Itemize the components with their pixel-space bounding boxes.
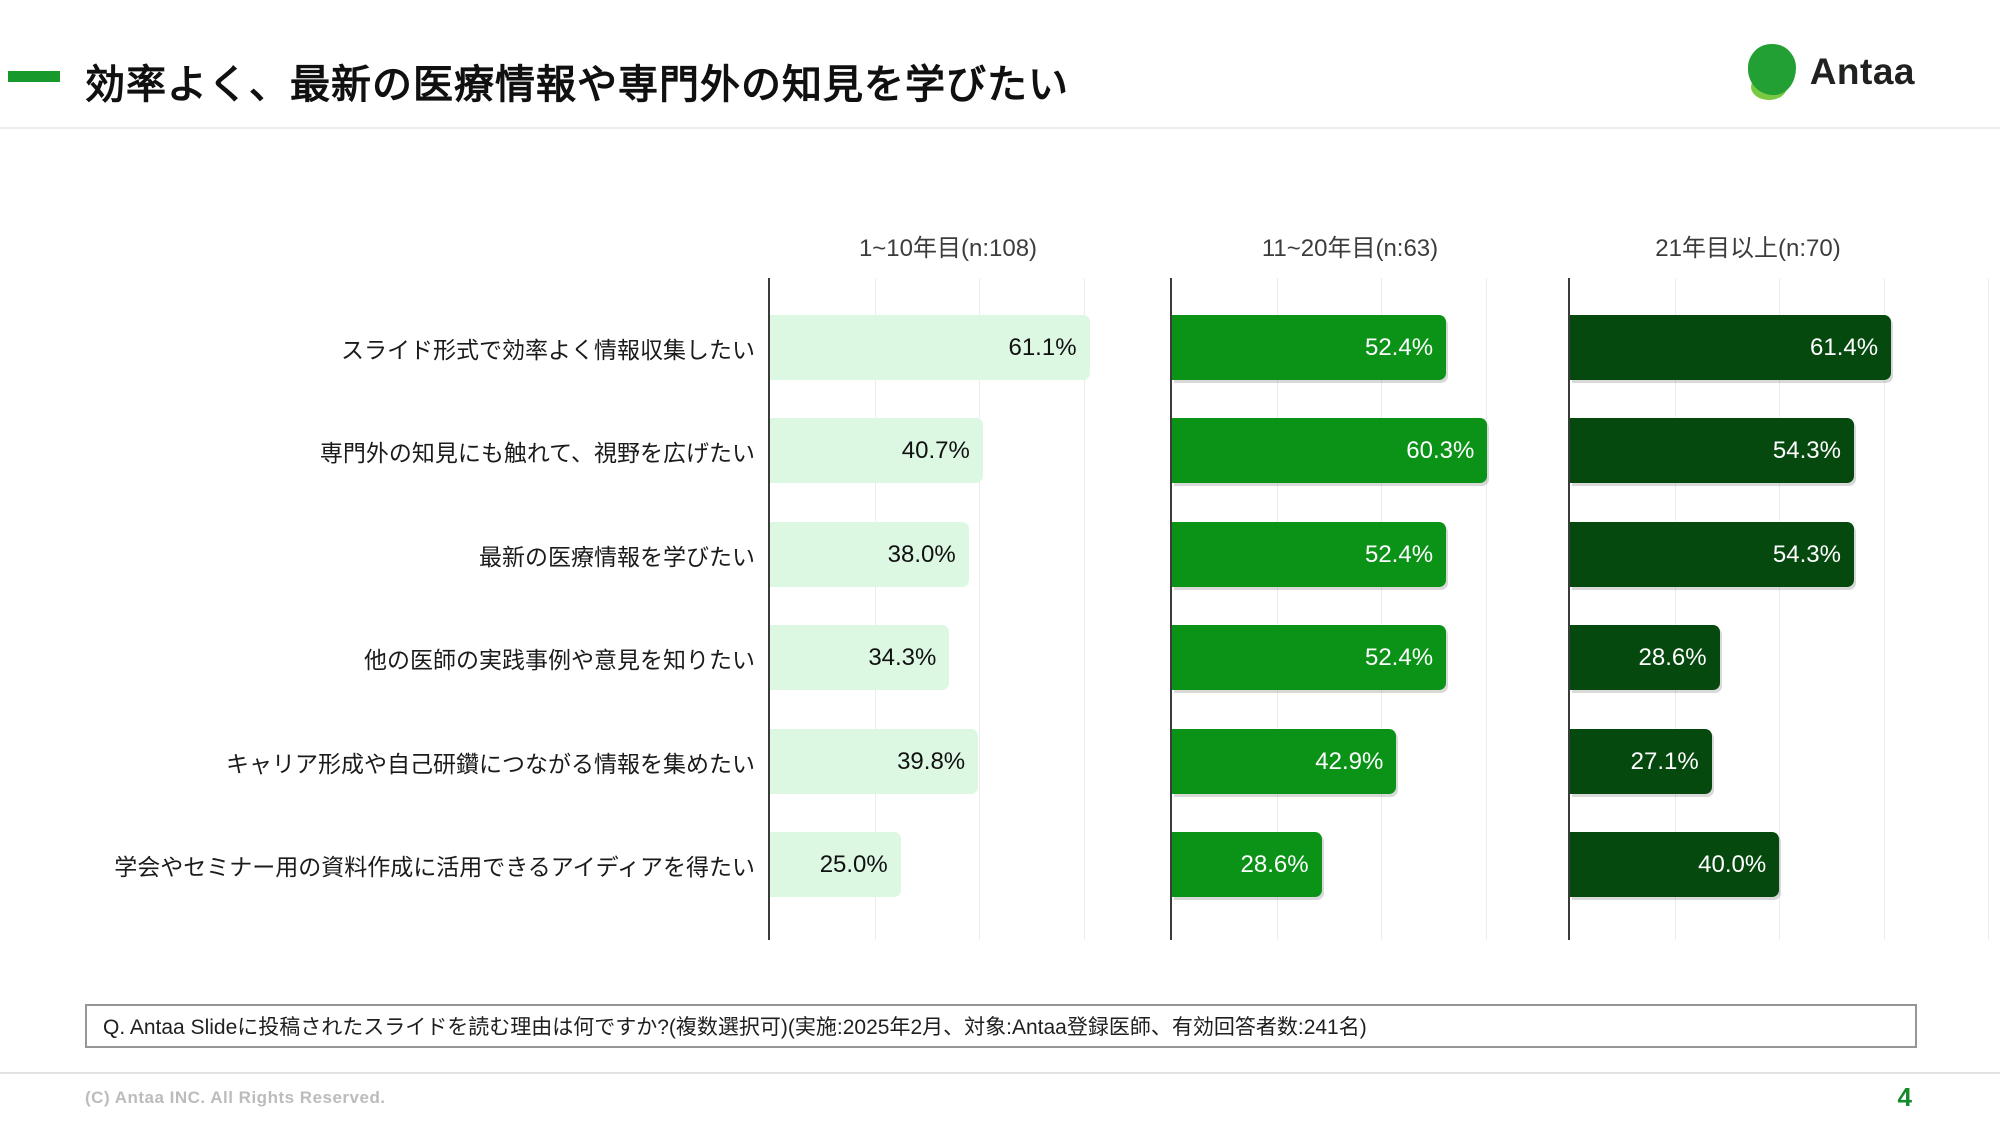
bar-value-label: 52.4% bbox=[1364, 333, 1434, 361]
bar-value-label: 54.3% bbox=[1772, 436, 1841, 464]
antaa-logo-text: Antaa bbox=[1809, 51, 1915, 92]
header-divider bbox=[0, 127, 2000, 129]
column-header-group2: 11~20年目(n:63) bbox=[1261, 235, 1439, 262]
gridline bbox=[1779, 278, 1781, 940]
bar-value-label: 60.3% bbox=[1406, 436, 1475, 464]
gridline bbox=[979, 278, 981, 940]
bar: 61.4% bbox=[1570, 315, 1892, 380]
chart-pane-group1: 61.1% 40.7% 38.0% 34.3% 39.8% 25.0% bbox=[768, 278, 1170, 940]
antaa-logo-icon bbox=[1747, 44, 1798, 100]
gridline bbox=[1381, 278, 1383, 940]
bar: 52.4% bbox=[1172, 625, 1447, 690]
bar-value-label: 42.9% bbox=[1315, 747, 1384, 775]
bar-value-label: 28.6% bbox=[1638, 643, 1707, 671]
gridline bbox=[1674, 278, 1676, 940]
gridline bbox=[1485, 278, 1487, 940]
bar: 38.0% bbox=[770, 522, 969, 587]
page-title: 効率よく、最新の医療情報や専門外の知見を学びたい bbox=[85, 63, 1069, 107]
slide-header: 効率よく、最新の医療情報や専門外の知見を学びたい Antaa bbox=[0, 0, 2000, 127]
category-label: 他の医師の実践事例や意見を知りたい bbox=[364, 646, 755, 673]
bar: 25.0% bbox=[770, 832, 901, 897]
bar-value-label: 27.1% bbox=[1630, 747, 1699, 775]
bar-value-label: 25.0% bbox=[819, 850, 888, 878]
bar-value-label: 34.3% bbox=[868, 643, 937, 671]
bar-value-label: 40.7% bbox=[901, 436, 970, 464]
bar: 28.6% bbox=[1570, 625, 1720, 690]
title-accent-dash bbox=[8, 71, 60, 82]
category-label: スライド形式で効率よく情報収集したい bbox=[341, 336, 755, 363]
bar: 40.0% bbox=[1570, 832, 1780, 897]
chart-pane-group3: 61.4% 54.3% 54.3% 28.6% 27.1% 40.0% bbox=[1568, 278, 1998, 940]
footer-divider bbox=[0, 1072, 2000, 1074]
bar: 52.4% bbox=[1172, 315, 1447, 380]
bar: 42.9% bbox=[1172, 729, 1397, 794]
column-header-group1: 1~10年目(n:108) bbox=[858, 235, 1038, 262]
bar: 34.3% bbox=[770, 625, 950, 690]
bar-value-label: 61.4% bbox=[1810, 333, 1879, 361]
gridline bbox=[1988, 278, 1990, 940]
bar: 61.1% bbox=[770, 315, 1090, 380]
page-number: 4 bbox=[1897, 1082, 1912, 1112]
copyright-text: (C) Antaa INC. All Rights Reserved. bbox=[85, 1088, 386, 1107]
bar: 60.3% bbox=[1172, 418, 1488, 483]
bar: 39.8% bbox=[770, 729, 979, 794]
bar-value-label: 52.4% bbox=[1364, 643, 1434, 671]
bar-value-label: 61.1% bbox=[1008, 333, 1077, 361]
bar: 54.3% bbox=[1570, 522, 1854, 587]
bar-value-label: 52.4% bbox=[1364, 540, 1434, 568]
bar-value-label: 40.0% bbox=[1698, 850, 1767, 878]
logo-leaf-main-shape bbox=[1747, 44, 1796, 95]
question-text: Q. Antaa Slideに投稿されたスライドを読む理由は何ですか?(複数選択… bbox=[103, 1016, 1367, 1039]
gridline bbox=[1083, 278, 1085, 940]
bar-value-label: 38.0% bbox=[887, 540, 956, 568]
column-header-group3: 21年目以上(n:70) bbox=[1655, 235, 1841, 262]
bar: 40.7% bbox=[770, 418, 983, 483]
gridline bbox=[1883, 278, 1885, 940]
antaa-logo: Antaa bbox=[1747, 44, 1915, 100]
chart-pane-group2: 52.4% 60.3% 52.4% 52.4% 42.9% 28.6% bbox=[1170, 278, 1572, 940]
bar: 54.3% bbox=[1570, 418, 1854, 483]
category-label: キャリア形成や自己研鑽につながる情報を集めたい bbox=[226, 750, 755, 777]
bar: 28.6% bbox=[1172, 832, 1322, 897]
category-label: 学会やセミナー用の資料作成に活用できるアイディアを得たい bbox=[114, 853, 755, 880]
question-box: Q. Antaa Slideに投稿されたスライドを読む理由は何ですか?(複数選択… bbox=[85, 1004, 1917, 1048]
bar: 27.1% bbox=[1570, 729, 1712, 794]
bar-value-label: 28.6% bbox=[1240, 850, 1309, 878]
gridline bbox=[874, 278, 876, 940]
bar-value-label: 39.8% bbox=[897, 747, 966, 775]
gridline bbox=[1276, 278, 1278, 940]
category-labels: スライド形式で効率よく情報収集したい専門外の知見にも触れて、視野を広げたい最新の… bbox=[0, 278, 755, 940]
bar: 52.4% bbox=[1172, 522, 1447, 587]
category-label: 最新の医療情報を学びたい bbox=[479, 543, 755, 570]
category-label: 専門外の知見にも触れて、視野を広げたい bbox=[319, 439, 755, 466]
bar-value-label: 54.3% bbox=[1772, 540, 1841, 568]
